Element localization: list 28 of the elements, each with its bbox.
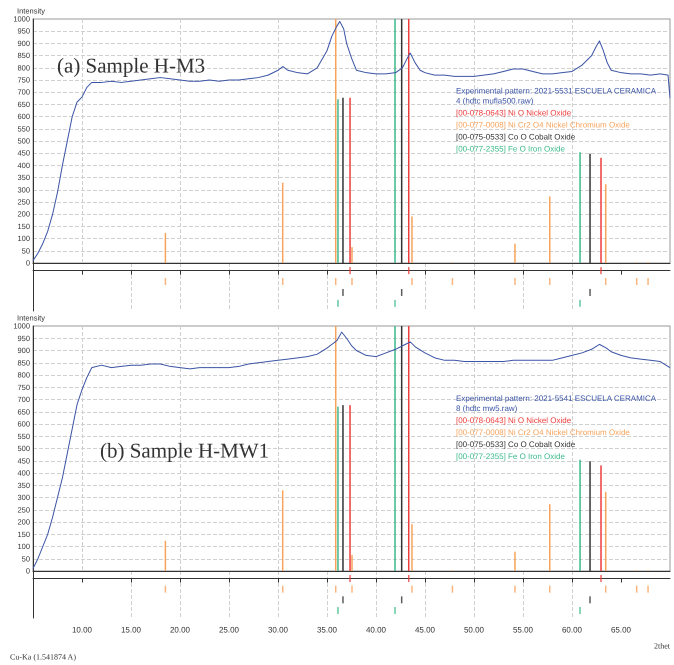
series-label: [00-077-2355] Fe O Iron Oxide — [456, 452, 566, 461]
x-tick-label: 20.00 — [170, 626, 191, 634]
text: [00-075-0533] Co O Cobalt Oxide — [456, 132, 576, 142]
line-series — [32, 20, 670, 262]
series-label: Experimental pattern: 2021-5531 ESCUELA CERAMICA 4 (hdtc mufla500.raw) — [456, 86, 658, 106]
x-axis-title: 2thet — [654, 642, 671, 650]
text: Experimental pattern: 2021-5541 ESCUELA CERAMICA 8 (hdtc mw5.raw) — [456, 394, 658, 413]
text: [00-078-0643] Ni O Nickel Oxide — [456, 416, 572, 425]
x-tick-label: 15.00 — [120, 626, 142, 634]
x-tick-label: 25.00 — [218, 626, 240, 634]
text: [00-075-0533] Co O Cobalt Oxide — [456, 440, 576, 449]
x-tick-label: 35.00 — [316, 626, 338, 634]
series-label: [00-077-2355] Fe O Iron Oxide — [456, 144, 566, 154]
x-tick-label: 40.00 — [366, 626, 387, 634]
line-series — [32, 332, 670, 570]
text: (a) Sample H-M3 — [57, 54, 206, 78]
text: (b) Sample H-MW1 — [100, 438, 270, 462]
x-tick-label: 50.00 — [464, 626, 485, 634]
text: [00-077-0008] Ni Cr2 O4 Nickel Chromium Oxide — [456, 120, 630, 130]
text: Cu-Ka (1.541874 A) — [10, 652, 76, 662]
text: [00-077-0008] Ni Cr2 O4 Nickel Chromium Oxide — [456, 428, 630, 437]
x-tick-label: 55.00 — [512, 626, 534, 634]
text: [00-078-0643] Ni O Nickel Oxide — [456, 108, 572, 118]
x-tick-label: 45.00 — [414, 626, 436, 634]
x-tick-label: 60.00 — [562, 626, 583, 634]
x-tick-label: 65.00 — [610, 626, 632, 634]
x-tick-label: 10.00 — [72, 626, 93, 634]
x-tick-label: 30.00 — [268, 626, 289, 634]
